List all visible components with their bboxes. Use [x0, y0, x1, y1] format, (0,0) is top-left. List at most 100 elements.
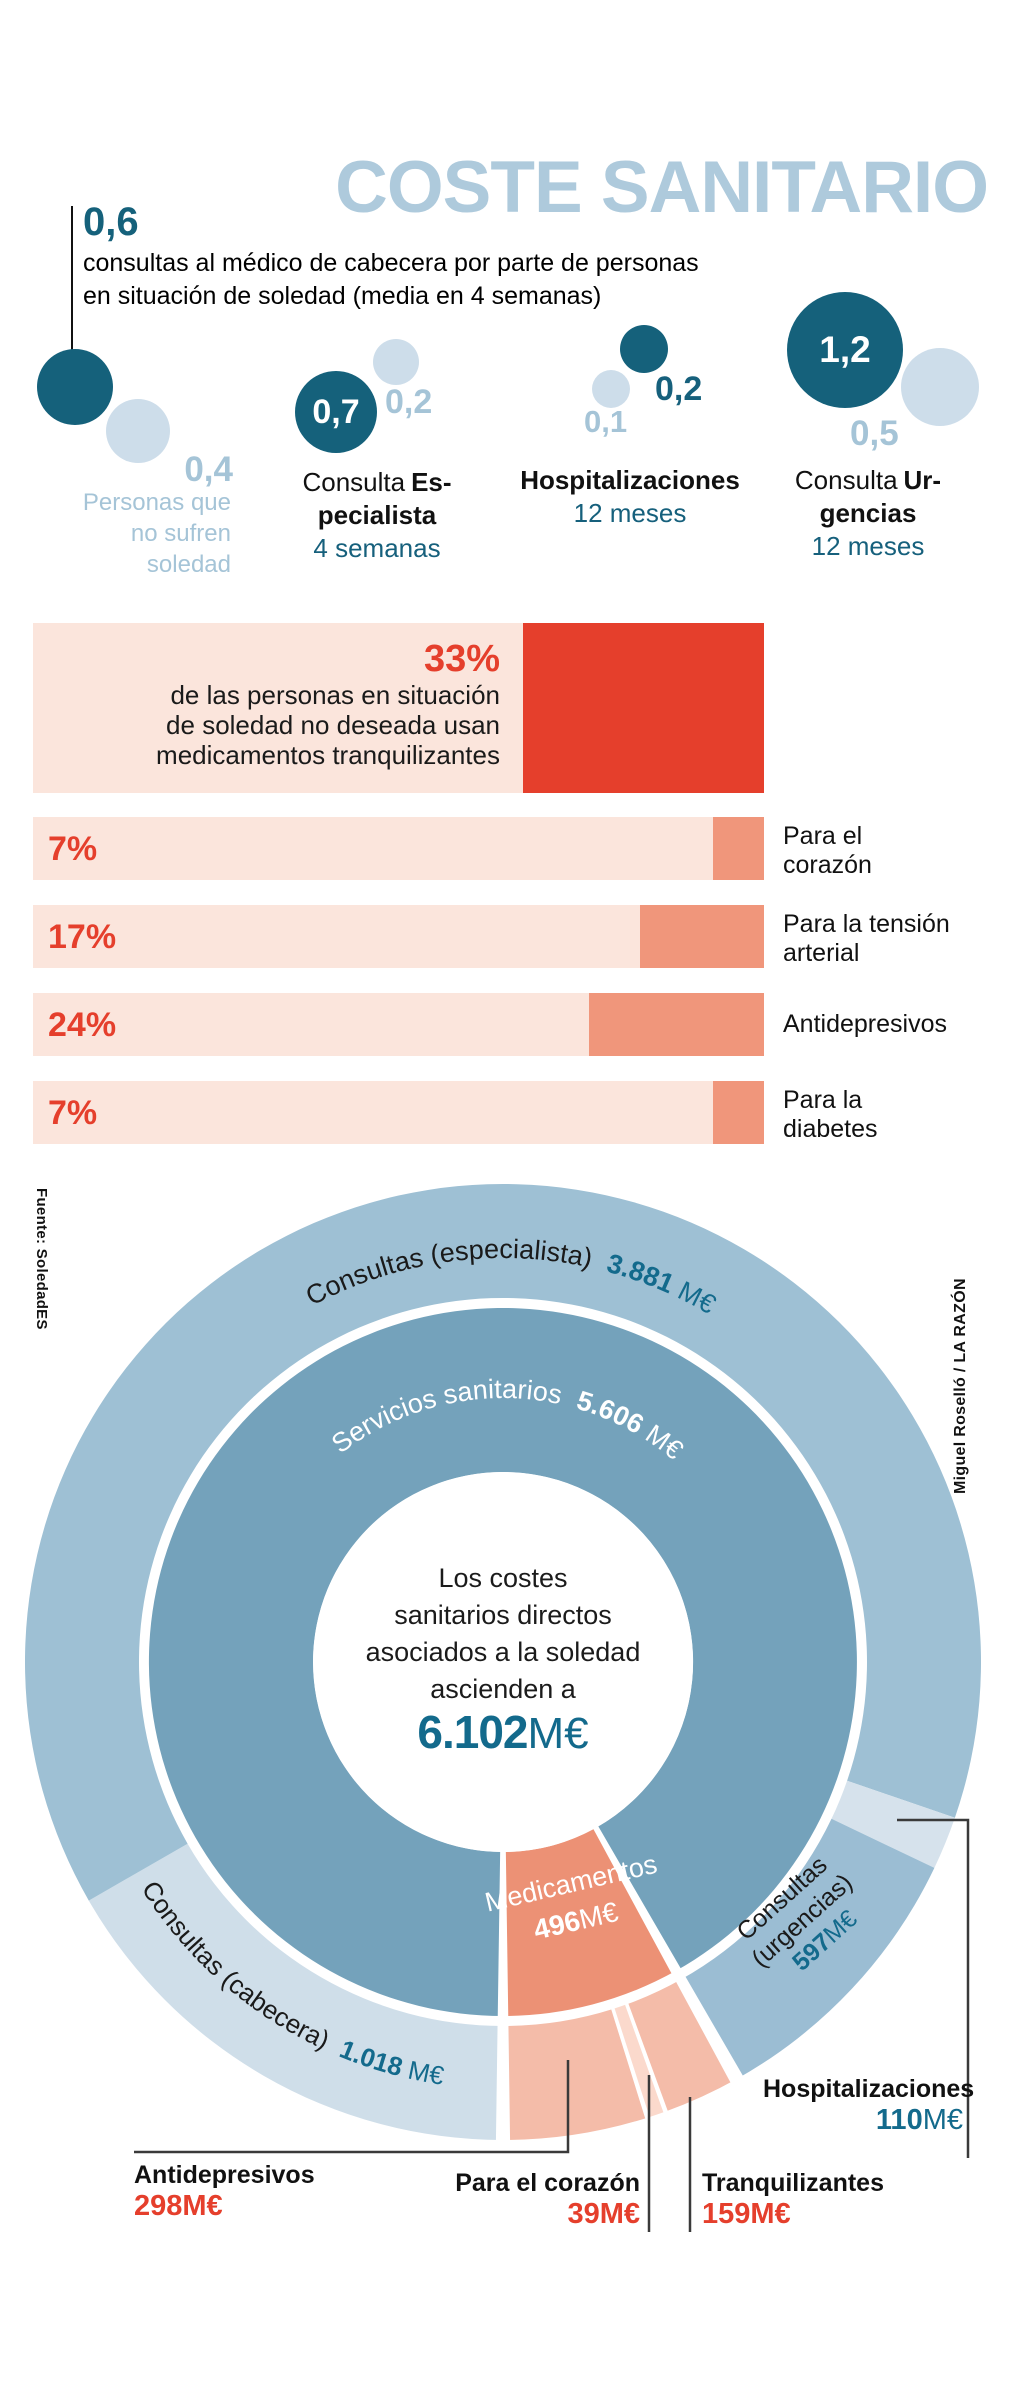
- segment-medicamentos: [503, 1827, 676, 2016]
- label-especialista-line1: Consulta Es-: [277, 466, 477, 499]
- antidepresivos-number: 298: [134, 2190, 183, 2222]
- page-title: COSTE SANITARIO: [335, 147, 989, 228]
- label-urgencias-line1: Consulta Ur-: [768, 464, 968, 497]
- donut-center-text: Los costes sanitarios directos asociados…: [303, 1560, 703, 1758]
- callout-hospitalizaciones-value: 110M€: [763, 2104, 963, 2136]
- segment-cabecera: [88, 1843, 504, 2140]
- ring-divider: [674, 1974, 745, 2086]
- center-line4: ascienden a: [430, 1674, 576, 1704]
- segment-servicios: [148, 1308, 857, 2016]
- callout-hospitalizaciones: Hospitalizaciones 110M€: [763, 2074, 975, 2136]
- author-credit: Miguel Roselló / LA RAZÓN: [952, 1278, 969, 1494]
- segment-especialista: [24, 1184, 981, 1901]
- label-bar-diabetes: Para la diabetes: [783, 1086, 878, 1143]
- bubble-hospitalizaciones-soledad: [620, 325, 668, 373]
- center-total-value: 6.102: [417, 1706, 528, 1758]
- value-especialista-no-soledad: 0,2: [385, 383, 433, 421]
- center-line1: Los costes: [438, 1563, 568, 1593]
- headline-text: de las personas en situación de soledad …: [60, 680, 500, 770]
- ring-divider: [592, 1823, 683, 1976]
- label-hospitalizaciones-period: 12 meses: [573, 498, 687, 528]
- bar-fill-diabetes: [713, 1081, 764, 1144]
- bar-diabetes: [33, 1081, 764, 1144]
- segment-antidepresivos: [503, 2009, 648, 2140]
- pct-corazon: 7%: [48, 830, 98, 868]
- bar-antidepresivos: [33, 993, 764, 1056]
- antidepresivos-unit: M€: [182, 2190, 223, 2222]
- pct-diabetes: 7%: [48, 1094, 98, 1132]
- caption-no-soledad: Personas que no sufren soledad: [82, 489, 231, 578]
- label-urgencias: Consulta Ur- gencias 12 meses: [768, 464, 968, 563]
- headline-line1: de las personas en situación: [170, 680, 500, 710]
- intro-line-1: consultas al médico de cabecera por part…: [83, 249, 699, 277]
- label-especialista-bold: Es-: [411, 467, 452, 497]
- donut-chart: Consultas (especialista) 3.881 M€ Servic…: [24, 1184, 981, 2232]
- callout-antidepresivos-value: 298M€: [134, 2190, 315, 2222]
- center-total-unit: M€: [527, 1709, 589, 1758]
- center-total-line: 6.102M€: [303, 1709, 703, 1758]
- callout-tranquilizantes-label: Tranquilizantes: [702, 2169, 884, 2197]
- label-urgencias-line2: gencias: [819, 498, 917, 528]
- label-urgencias-pre: Consulta: [794, 465, 898, 495]
- hospitalizaciones-unit: M€: [922, 2104, 963, 2136]
- ring-divider: [624, 2000, 669, 2116]
- tranquilizantes-number: 159: [702, 2198, 751, 2230]
- segment-corazon: [612, 2004, 666, 2118]
- segment-urgencias: [680, 1818, 935, 2079]
- headline-line2: de soledad no deseada usan: [166, 710, 500, 740]
- bar-corazon: [33, 817, 764, 880]
- bubble-urgencias-no-soledad: [901, 348, 979, 426]
- label-especialista-line2: pecialista: [317, 500, 437, 530]
- intro-value: 0,6: [83, 200, 139, 244]
- value-urgencias-no-soledad: 0,5: [850, 414, 899, 453]
- headline-line3: medicamentos tranquilizantes: [156, 740, 500, 770]
- ring-divider: [610, 2005, 651, 2122]
- leader-antidepresivos: [134, 2060, 570, 2154]
- bubble-cabecera-soledad: [37, 349, 113, 425]
- callout-tranquilizantes: Tranquilizantes 159M€: [702, 2168, 884, 2230]
- value-cabecera-no-soledad: 0,4: [184, 450, 233, 489]
- segment-hospitalizaciones: [831, 1780, 955, 1868]
- tranquilizantes-unit: M€: [750, 2198, 791, 2230]
- bubble-cabecera-no-soledad: [106, 399, 170, 463]
- value-hospitalizaciones-no-soledad: 0,1: [584, 404, 628, 439]
- callout-tranquilizantes-value: 159M€: [702, 2198, 884, 2230]
- pct-tranquilizantes: 33%: [423, 638, 500, 680]
- label-urgencias-period: 12 meses: [811, 531, 925, 561]
- donut-hole: [313, 1472, 693, 1852]
- donut-cabecera-unit: M€: [405, 2055, 446, 2091]
- corazon-unit: M€: [599, 2198, 640, 2230]
- leader-lines: [134, 1818, 970, 2232]
- label-hospitalizaciones-line1: Hospitalizaciones: [520, 465, 740, 495]
- ring-divider: [497, 1849, 509, 2020]
- intro-text: consultas al médico de cabecera por part…: [83, 247, 699, 313]
- bar-tranquilizantes-headline: [33, 623, 764, 793]
- pct-antidepresivos: 24%: [48, 1006, 117, 1044]
- callout-hospitalizaciones-label: Hospitalizaciones: [763, 2075, 975, 2103]
- source-credit: Fuente: SoledadES: [33, 1188, 50, 1330]
- label-especialista: Consulta Es- pecialista 4 semanas: [277, 466, 477, 565]
- hospitalizaciones-number: 110: [875, 2104, 923, 2136]
- bubble-urgencias-soledad: 1,2: [787, 292, 903, 408]
- callout-antidepresivos: Antidepresivos 298M€: [134, 2160, 315, 2222]
- label-urgencias-bold: Ur-: [903, 465, 942, 495]
- ring-divider: [495, 2023, 511, 2143]
- bar-fill-tranquilizantes: [523, 623, 764, 793]
- value-hospitalizaciones-soledad: 0,2: [655, 370, 703, 408]
- label-bar-tension: Para la tensión arterial: [783, 910, 950, 967]
- callout-corazon-value: 39M€: [440, 2198, 640, 2230]
- label-especialista-period: 4 semanas: [313, 533, 441, 563]
- value-donut-medicamentos: 496M€: [531, 1896, 622, 1946]
- pct-tension: 17%: [48, 918, 117, 956]
- corazon-number: 39: [567, 2198, 600, 2230]
- bar-fill-tension: [640, 905, 764, 968]
- bar-fill-antidepresivos: [589, 993, 764, 1056]
- label-especialista-pre: Consulta: [302, 467, 406, 497]
- intro-line-2: en situación de soledad (media en 4 sema…: [83, 282, 602, 310]
- label-bar-antidepresivos: Antidepresivos: [783, 1010, 947, 1038]
- callout-corazon-label: Para el corazón: [455, 2169, 640, 2197]
- bubble-especialista-soledad: 0,7: [295, 371, 377, 453]
- intro-connector-line: [71, 206, 73, 392]
- label-bar-corazon: Para el corazón: [783, 822, 872, 879]
